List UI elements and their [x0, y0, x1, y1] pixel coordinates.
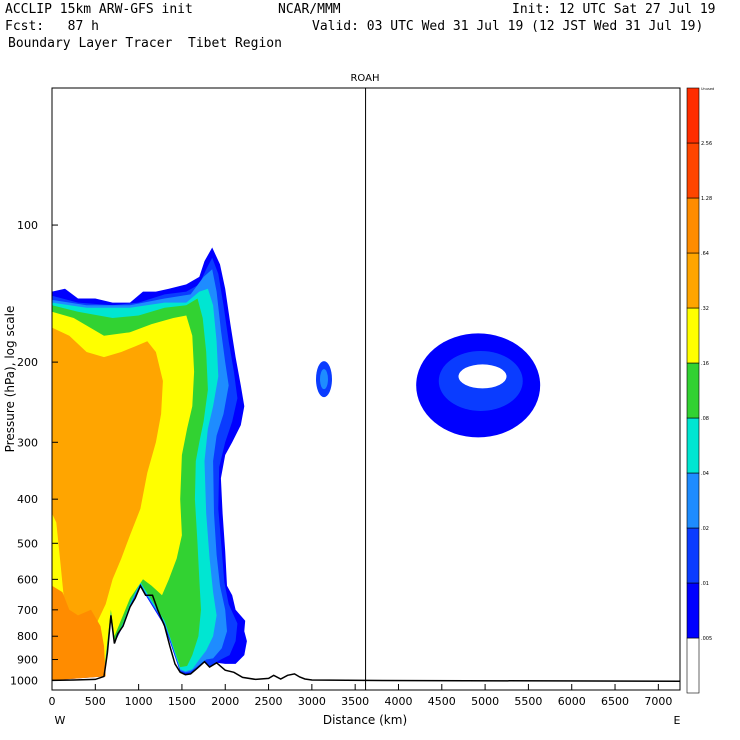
colorbar-label: .08 [701, 416, 709, 422]
x-tick-label: 6000 [558, 695, 586, 708]
x-tick-label: 3000 [298, 695, 326, 708]
colorbar-swatch [686, 472, 700, 529]
x-tick-label: 4500 [428, 695, 456, 708]
y-tick-label: 800 [17, 630, 38, 643]
colorbar: .005 .01 .02 .04 .08 .16 .32 .64 1.28 2.56 Unused [686, 87, 714, 694]
y-tick-label: 1000 [10, 674, 38, 687]
terrain-line [51, 584, 681, 683]
header-valid: Valid: 03 UTC Wed 31 Jul 19 (12 JST Wed … [312, 19, 704, 34]
x-tick-label: 6500 [601, 695, 629, 708]
x-tick-label: 5500 [514, 695, 542, 708]
colorbar-swatch [686, 417, 700, 474]
y-tick-label: 400 [17, 493, 38, 506]
colorbar-swatch [686, 142, 700, 199]
colorbar-swatch [686, 362, 700, 419]
x-axis-label: Distance (km) [323, 713, 407, 727]
y-tick-label: 700 [17, 604, 38, 617]
y-tick-label: 900 [17, 654, 38, 667]
x-tick-label: 5000 [471, 695, 499, 708]
colorbar-label: 2.56 [701, 141, 712, 147]
colorbar-label: .32 [701, 306, 709, 312]
colorbar-label: .16 [701, 361, 709, 367]
colorbar-label: .02 [701, 526, 709, 532]
colorbar-label: .64 [701, 251, 709, 257]
x-tick-label: 2000 [211, 695, 239, 708]
x-tick-label: 1500 [168, 695, 196, 708]
colorbar-label: 1.28 [701, 196, 712, 202]
colorbar-label: Unused [701, 87, 714, 91]
header-init: Init: 12 UTC Sat 27 Jul 19 [512, 2, 716, 17]
contour-plume-0.64 [52, 327, 163, 637]
header-fcst: Fcst: 87 h [5, 19, 99, 34]
colorbar-swatch [686, 637, 700, 694]
x-tick-label: 500 [85, 695, 106, 708]
y-tick-label: 100 [17, 219, 38, 232]
y-tick-label: 200 [17, 356, 38, 369]
chart-title: ROAH [350, 73, 379, 84]
y-tick-label: 500 [17, 537, 38, 550]
colorbar-swatch [686, 87, 700, 144]
colorbar-swatch [686, 307, 700, 364]
x-tick-label: 2500 [255, 695, 283, 708]
x-tick-label: 3500 [341, 695, 369, 708]
colorbar-label: .04 [701, 471, 709, 477]
axes: 0 500 1000 1500 2000 2500 3000 3500 4000 4500 5000… [10, 87, 681, 708]
x-tick-label: 0 [49, 695, 56, 708]
x-tick-label: 4000 [384, 695, 412, 708]
colorbar-label: .005 [701, 636, 712, 642]
y-axis-label: Pressure (hPa), log scale [3, 306, 17, 453]
x-tick-label: 7000 [644, 695, 672, 708]
contour-ring-hole [458, 364, 507, 389]
contour-plume-low [52, 585, 106, 681]
colorbar-swatch [686, 582, 700, 639]
y-tick-label: 600 [17, 573, 38, 586]
plot-area [51, 247, 681, 683]
colorbar-label: .01 [701, 581, 709, 587]
y-tick-label: 300 [17, 436, 38, 449]
x-tick-label: 1000 [125, 695, 153, 708]
x-end-label-right: E [674, 714, 681, 727]
header-model: ACCLIP 15km ARW-GFS init [5, 2, 193, 17]
x-end-label-left: W [55, 714, 66, 727]
contour-small-feature-inner [319, 369, 328, 390]
colorbar-swatch [686, 197, 700, 254]
header-product: Boundary Layer Tracer Tibet Region [8, 36, 282, 51]
colorbar-swatch [686, 252, 700, 309]
header-org: NCAR/MMM [278, 2, 341, 17]
colorbar-swatch [686, 527, 700, 584]
